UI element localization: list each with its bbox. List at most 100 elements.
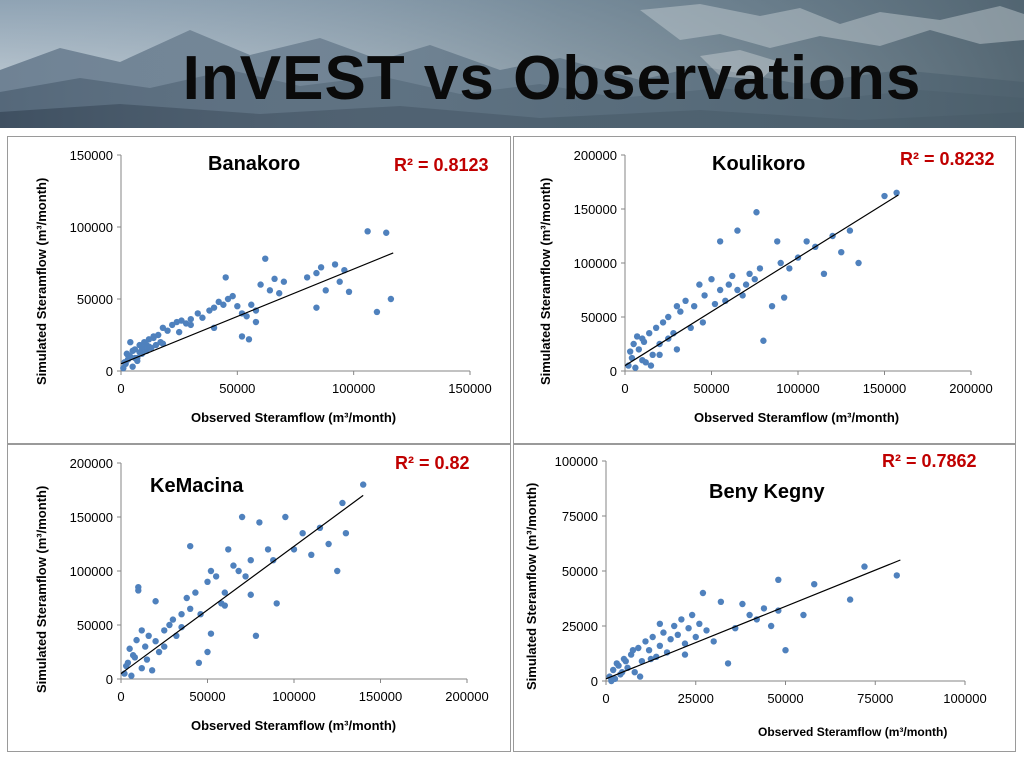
- chart-title: Beny Kegny: [709, 481, 825, 503]
- data-point: [649, 351, 656, 358]
- y-tick-label: 100000: [70, 220, 113, 235]
- x-tick-label: 50000: [189, 689, 225, 704]
- data-point: [746, 270, 753, 277]
- y-tick-label: 200000: [574, 148, 617, 163]
- data-point: [703, 627, 710, 634]
- data-point: [206, 307, 213, 314]
- x-tick-label: 0: [117, 381, 124, 396]
- data-point: [331, 261, 339, 268]
- data-point: [282, 513, 289, 521]
- data-point: [631, 669, 638, 676]
- data-point: [775, 576, 782, 583]
- data-point: [656, 351, 663, 358]
- y-tick-label: 50000: [562, 564, 598, 579]
- data-point: [127, 339, 134, 346]
- r-squared-label: R² = 0.8232: [900, 149, 995, 169]
- data-point: [247, 557, 254, 564]
- data-point: [729, 272, 736, 280]
- data-point: [145, 343, 153, 350]
- chart-title: Koulikoro: [712, 153, 806, 175]
- data-point: [635, 644, 642, 652]
- data-point: [129, 347, 136, 355]
- data-point: [215, 298, 222, 306]
- r-squared-label: R² = 0.8123: [394, 155, 489, 175]
- data-point: [124, 351, 132, 359]
- data-point: [760, 337, 767, 344]
- data-point: [252, 318, 260, 326]
- data-point: [207, 567, 215, 575]
- data-point: [152, 638, 159, 645]
- chart-panel-beny-kegny: 0 25000 50000 75000 100000 0 25000 50000 75000 10…: [513, 444, 1016, 752]
- data-point: [299, 530, 306, 537]
- data-point: [192, 589, 199, 596]
- data-point: [751, 276, 758, 283]
- data-point: [656, 620, 664, 627]
- data-point: [235, 567, 242, 575]
- data-point: [159, 340, 167, 347]
- y-tick-label: 150000: [574, 202, 617, 217]
- data-point: [708, 276, 715, 283]
- data-point: [339, 499, 346, 507]
- data-point: [168, 321, 176, 329]
- data-point: [204, 578, 211, 585]
- chart-panel-kemacina: 0 50000 100000 150000 200000 0 50000 100000 1500…: [7, 444, 511, 752]
- data-point: [632, 364, 639, 371]
- data-point: [290, 546, 298, 553]
- data-point: [629, 647, 637, 654]
- data-point: [210, 304, 218, 311]
- data-point: [222, 274, 229, 281]
- x-tick-label: 0: [602, 691, 609, 706]
- data-point: [212, 573, 220, 580]
- data-point: [652, 324, 660, 331]
- x-axis-label: Observed Steramflow (m³/month): [191, 718, 397, 733]
- data-point: [701, 292, 708, 299]
- data-point: [638, 658, 646, 665]
- data-point: [334, 567, 341, 575]
- scatter-plot-banakoro: 0 50000 100000 150000 0 50000 100000 150000: [70, 148, 492, 396]
- data-point: [152, 598, 159, 605]
- data-point: [630, 340, 637, 348]
- y-tick-label: 100000: [70, 564, 113, 579]
- data-point: [725, 281, 732, 288]
- data-point: [248, 301, 255, 308]
- data-point: [133, 636, 140, 644]
- x-tick-label: 0: [117, 689, 124, 704]
- data-point: [681, 640, 689, 647]
- data-point: [691, 303, 698, 310]
- data-point: [187, 542, 194, 550]
- trend-line: [605, 559, 901, 680]
- trend-line: [624, 194, 899, 367]
- data-point: [256, 519, 263, 526]
- data-point: [753, 209, 760, 216]
- data-point: [273, 600, 280, 607]
- r-squared-label: R² = 0.82: [395, 453, 470, 473]
- data-point: [242, 573, 249, 580]
- slide-title: InVEST vs Observations: [182, 44, 922, 113]
- data-point: [645, 647, 653, 654]
- y-tick-label: 50000: [581, 310, 617, 325]
- data-point: [161, 643, 168, 650]
- data-point: [221, 602, 228, 609]
- x-tick-label: 50000: [767, 691, 803, 706]
- data-point: [204, 648, 211, 656]
- data-point: [774, 238, 781, 245]
- data-point: [183, 594, 190, 602]
- chart-title: KeMacina: [150, 475, 244, 497]
- data-point: [622, 658, 629, 665]
- data-point: [128, 672, 135, 679]
- data-point: [194, 310, 201, 317]
- data-point: [145, 632, 152, 639]
- data-point: [660, 629, 667, 636]
- data-point: [760, 605, 768, 612]
- y-tick-label: 100000: [574, 256, 617, 271]
- data-point: [682, 297, 689, 304]
- data-point: [671, 622, 678, 630]
- data-point: [136, 349, 143, 356]
- data-point: [677, 308, 684, 315]
- y-tick-label: 0: [106, 364, 113, 379]
- data-point: [360, 481, 367, 488]
- data-point: [308, 551, 315, 558]
- data-point: [178, 317, 185, 324]
- data-point: [635, 346, 643, 353]
- data-point: [696, 281, 703, 288]
